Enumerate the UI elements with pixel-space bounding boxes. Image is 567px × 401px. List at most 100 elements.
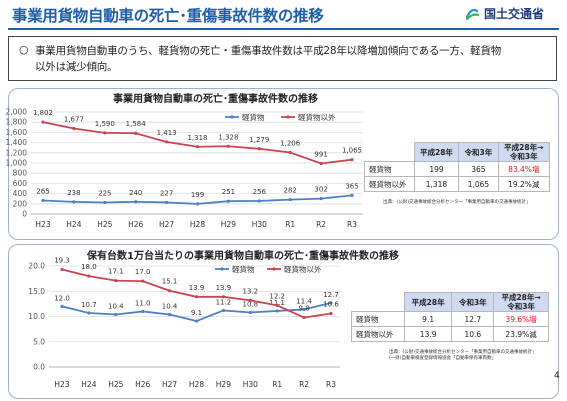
data-label: 10.8 [243,300,259,308]
data-point [194,319,199,323]
data-point [226,144,230,148]
x-tick-label: H26 [135,380,150,389]
data-label: 19.3 [54,257,70,265]
table-cell-change: 19.2%減 [497,176,551,192]
x-tick-label: H28 [189,380,204,389]
data-label: 256 [253,188,267,196]
x-tick-label: H26 [128,220,143,229]
y-tick-label: 20.0 [28,262,45,271]
data-label: 238 [67,189,80,197]
x-tick-label: H30 [252,220,267,229]
y-tick-label: 1,200 [6,148,28,157]
table-cell-h28: 1,318 [413,176,460,192]
x-tick-label: H23 [35,220,50,229]
accident-rate-panel: 保有台数1万台当たりの事業用貨物自動車の死亡･重傷事故件数の推移 0.0 5.0 1… [8,244,559,399]
x-tick-label: H27 [159,220,174,229]
title-underline [8,28,559,30]
data-point [248,310,252,315]
y-tick-label: 0 [22,210,27,219]
table-cell-r3: 365 [458,161,499,177]
data-label: 11.4 [296,297,312,305]
table-corner-cell [351,292,405,312]
data-point [87,274,91,278]
y-tick-label: 15.0 [28,287,45,296]
data-label: 13.9 [216,284,232,292]
table-row: 軽貨物以外 13.9 10.6 23.9%減 [351,326,549,342]
x-tick-label: H24 [66,220,81,229]
data-label: 1,206 [280,139,301,147]
y-tick-label: 1,800 [6,118,28,127]
data-label: 10.4 [162,302,178,310]
data-label: 1,413 [157,129,177,137]
page-title: 事業用貨物自動車の死亡･重傷事故件数の推移 [12,7,324,25]
data-label: 240 [129,189,142,197]
data-point [288,198,292,202]
data-label: 1,677 [64,115,84,123]
source-note: 出典：(公財)交通事故総合分析センター「事業用自動車の交通事故統計」 [383,200,531,205]
data-point [350,193,354,197]
source-note-line-2: (一財)自動車検査登録情報協会「自動車保有車両数」 [389,356,497,361]
table-header-h28: 平成28年 [413,142,460,162]
table-header-row: 平成28年 令和3年 平成28年→ 令和3年 [351,292,549,312]
table-cell-r3: 10.6 [451,326,495,342]
x-tick-label: H24 [81,380,96,389]
table-row: 軽貨物 199 365 83.4%増 [364,161,551,177]
x-tick-label: H29 [221,220,236,229]
data-point [302,307,306,312]
data-point [257,199,261,203]
y-tick-label: 200 [13,199,28,208]
source-note-line-1: 出典：(公財)交通事故総合分析センター「事業用自動車の交通事故統計」 [389,350,537,355]
data-point [248,298,252,302]
x-tick-label: R3 [347,220,357,229]
data-point [329,311,333,316]
x-tick-label: R1 [285,220,295,229]
x-tick-label: H29 [216,380,231,389]
data-label: 265 [36,187,49,195]
legend-label: 軽貨物以外 [284,264,322,274]
data-label: 11.0 [135,299,151,307]
data-label: 9.8 [299,305,310,313]
mlit-logo: 国土交通省 [464,5,544,22]
data-label: 282 [284,187,297,195]
y-tick-label: 1,400 [6,138,28,147]
row-label: 軽貨物 [351,311,405,327]
accident-count-panel: 事業用貨物自動車の死亡･重傷事故件数の推移 0 200 400 600 800 1,000… [6,88,559,240]
legend-label: 軽貨物以外 [298,112,336,122]
chart-title-rates: 保有台数1万台当たりの事業用貨物自動車の死亡･重傷事故件数の推移 [87,251,399,262]
x-tick-label: H25 [97,220,112,229]
data-label: 13.2 [243,287,259,295]
data-point [302,315,306,320]
data-label: 17.1 [108,268,124,276]
data-label: 1,065 [342,147,362,155]
data-label: 1,279 [249,136,269,144]
data-label: 251 [222,188,235,196]
row-label: 軽貨物 [364,161,415,177]
data-label: 12.0 [54,294,70,302]
comparison-table-rates: 平成28年 令和3年 平成28年→ 令和3年 軽貨物 9.1 12.7 39.6%… [351,292,549,342]
data-point [134,200,138,204]
table-cell-r3: 12.7 [451,311,495,327]
x-tick-label: R2 [316,220,326,229]
data-point [72,126,76,131]
x-tick-label: H25 [108,380,123,389]
table-row: 軽貨物以外 1,318 1,065 19.2%減 [364,176,551,192]
summary-text-line-1: 事業用貨物自動車のうち、軽貨物の死亡・重傷事故件数は平成28年以降増加傾向である… [35,45,502,57]
data-point [275,309,279,313]
x-tick-label: R1 [272,380,282,389]
table-cell-change: 39.6%増 [493,311,549,327]
row-label: 軽貨物以外 [364,176,415,192]
logo-text: 国土交通省 [484,7,545,21]
summary-bullet: ○ [19,43,29,56]
table-row: 軽貨物 9.1 12.7 39.6%増 [351,311,549,327]
table-header-r3: 令和3年 [451,292,495,312]
y-tick-label: 1,000 [6,159,28,168]
page-number: 4 [554,371,560,381]
data-label: 12.7 [323,291,339,299]
data-label: 12.2 [269,292,285,300]
data-point [168,312,172,317]
data-label: 1,802 [33,109,53,117]
data-label: 302 [314,186,327,194]
data-point [195,202,200,206]
data-point [72,200,76,204]
